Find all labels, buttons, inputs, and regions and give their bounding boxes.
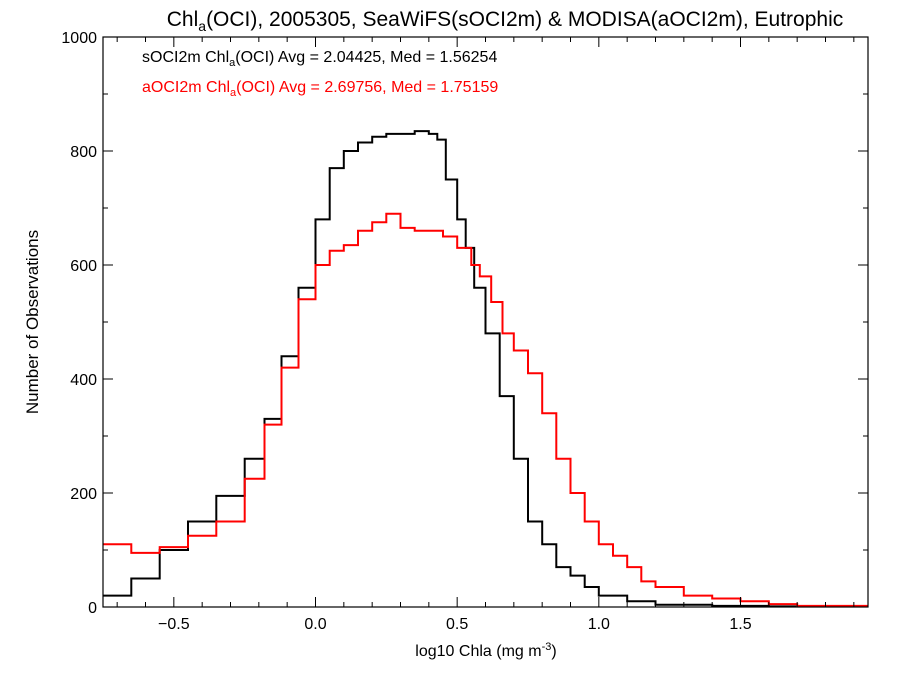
- x-tick-label: 1.5: [729, 616, 751, 633]
- x-axis-label-close: ): [551, 643, 556, 660]
- legend-aoci2m-pre: aOCI2m Chl: [142, 79, 230, 96]
- chart-title: Chla(OCI), 2005305, SeaWiFS(sOCI2m) & MO…: [167, 8, 843, 34]
- legend-aoci2m-sub: a: [230, 87, 237, 99]
- legend-soci2m-pre: sOCI2m Chl: [142, 49, 229, 66]
- y-tick-label: 200: [70, 486, 97, 503]
- y-tick-label: 400: [70, 372, 97, 389]
- legend-entry-soci2m: sOCI2m Chla(OCI) Avg = 2.04425, Med = 1.…: [142, 49, 497, 69]
- y-tick-label: 800: [70, 144, 97, 161]
- x-tick-label: 0.0: [304, 616, 326, 633]
- x-axis-label-sup: -3: [542, 641, 552, 653]
- chart-title-rest: (OCI), 2005305, SeaWiFS(sOCI2m) & MODISA…: [206, 8, 843, 31]
- series-line-soci2m: [103, 130, 868, 607]
- x-tick-label: 0.5: [446, 616, 468, 633]
- y-tick-label: 600: [70, 258, 97, 275]
- legend-soci2m-sub: a: [229, 57, 236, 69]
- chart-title-subscript: a: [198, 18, 206, 34]
- x-tick-label: 1.0: [588, 616, 610, 633]
- legend-aoci2m-post: (OCI) Avg = 2.69756, Med = 1.75159: [236, 79, 498, 96]
- tick-layer: −0.5 0.0 0.5 1.0 1.5 0 200 400 600 800 1000: [61, 30, 868, 633]
- x-tick-label: −0.5: [158, 616, 190, 633]
- series-layer: [103, 130, 868, 607]
- x-axis-label-main: log10 Chla (mg m: [415, 643, 541, 660]
- y-tick-label: 1000: [61, 30, 97, 47]
- legend-entry-aoci2m: aOCI2m Chla(OCI) Avg = 2.69756, Med = 1.…: [142, 79, 498, 99]
- series-line-aoci2m: [103, 212, 868, 607]
- x-axis-label: log10 Chla (mg m-3): [415, 641, 556, 660]
- legend-soci2m-post: (OCI) Avg = 2.04425, Med = 1.56254: [235, 49, 497, 66]
- y-tick-label: 0: [88, 600, 97, 617]
- chart-title-prefix: Chl: [167, 8, 199, 31]
- y-axis-label: Number of Observations: [23, 230, 42, 414]
